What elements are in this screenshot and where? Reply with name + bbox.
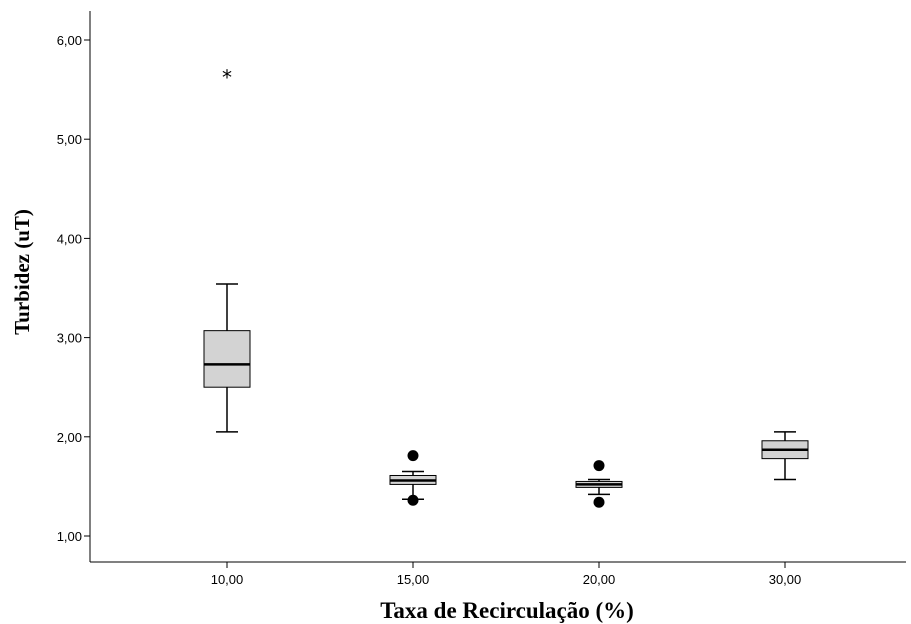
y-tick-label: 5,00 xyxy=(57,132,82,147)
outlier-point xyxy=(407,450,419,462)
box-30-00 xyxy=(761,431,809,481)
x-tick-label: 30,00 xyxy=(769,572,802,587)
outlier-point xyxy=(593,496,605,508)
y-axis-title: Turbidez (uT) xyxy=(10,209,34,335)
x-tick-label: 20,00 xyxy=(583,572,616,587)
x-tick-label: 15,00 xyxy=(397,572,430,587)
box-series: * xyxy=(203,66,809,508)
box-15-00 xyxy=(389,450,437,506)
box-iqr xyxy=(203,330,251,388)
box-20-00 xyxy=(575,460,623,508)
outlier-point xyxy=(593,460,605,472)
extreme-point: * xyxy=(222,66,232,90)
y-tick-label: 1,00 xyxy=(57,529,82,544)
y-tick-label: 3,00 xyxy=(57,331,82,346)
y-tick-label: 4,00 xyxy=(57,231,82,246)
plot-area xyxy=(89,11,906,563)
y-tick-label: 2,00 xyxy=(57,430,82,445)
x-axis-title: Taxa de Recirculação (%) xyxy=(380,598,634,623)
outlier-point xyxy=(407,494,419,506)
x-tick-label: 10,00 xyxy=(211,572,244,587)
x-axis: 10,00 15,00 20,00 30,00 xyxy=(211,562,802,587)
y-tick-label: 6,00 xyxy=(57,33,82,48)
box-10-00: * xyxy=(203,66,251,433)
y-axis: 1,00 2,00 3,00 4,00 5,00 6,00 xyxy=(57,33,90,544)
